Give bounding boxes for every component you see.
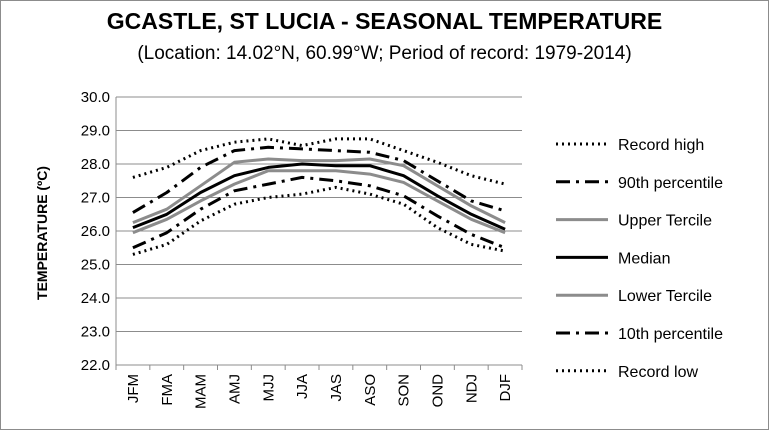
legend-label: Upper Tercile <box>618 213 712 230</box>
y-tick-label: 25.0 <box>81 257 110 274</box>
y-tick-label: 28.0 <box>81 156 110 173</box>
y-tick-label: 27.0 <box>81 190 110 207</box>
x-tick-label: DJF <box>497 374 514 402</box>
y-axis-label: TEMPERATURE (ºC) <box>34 166 50 300</box>
series-line-upper-tercile <box>132 157 506 224</box>
x-tick-label: MAM <box>193 374 210 409</box>
y-tick-label: 23.0 <box>81 324 110 341</box>
x-axis-ticks: JFM FMA MAM AMJ MJJ JJA JAS ASO SON OND NDJ DJF <box>125 374 514 409</box>
x-tick-label: MJJ <box>260 374 277 402</box>
legend-label: Record low <box>618 364 698 381</box>
chart-title: GCASTLE, ST LUCIA - SEASONAL TEMPERATURE <box>106 8 663 34</box>
y-axis-ticks: 30.0 29.0 28.0 27.0 26.0 25.0 24.0 23.0 22.0 <box>81 89 110 374</box>
legend: Record high 90th percentile Upper Tercile M… <box>556 137 723 381</box>
legend-label: Lower Tercile <box>618 288 712 305</box>
series-line-median <box>132 162 506 231</box>
plot-area <box>132 137 506 256</box>
series-line-record-high <box>132 137 506 186</box>
y-tick-label: 22.0 <box>81 357 110 374</box>
x-tick-label: SON <box>396 374 413 407</box>
series-line-10th-percentile <box>132 175 506 250</box>
series-line-record-low <box>132 185 506 256</box>
y-tick-label: 30.0 <box>81 89 110 106</box>
x-tick-label: OND <box>429 374 446 408</box>
legend-label: Record high <box>618 137 704 154</box>
legend-label: 90th percentile <box>618 175 723 192</box>
y-tick-label: 24.0 <box>81 290 110 307</box>
legend-label: Median <box>618 250 670 267</box>
x-tick-label: AMJ <box>226 374 243 404</box>
x-tick-label: JFM <box>125 374 142 403</box>
x-tick-label: JJA <box>294 374 311 399</box>
series-line-90th-percentile <box>132 145 506 214</box>
y-tick-label: 29.0 <box>81 123 110 140</box>
y-tick-label: 26.0 <box>81 223 110 240</box>
x-tick-label: FMA <box>159 374 176 406</box>
x-tick-label: ASO <box>362 374 379 406</box>
gridlines <box>115 96 523 370</box>
series-line-lower-tercile <box>132 169 506 235</box>
chart-subtitle: (Location: 14.02°N, 60.99°W; Period of r… <box>137 43 632 64</box>
legend-label: 10th percentile <box>618 326 723 343</box>
x-tick-label: JAS <box>328 374 345 402</box>
x-tick-label: NDJ <box>463 374 480 403</box>
